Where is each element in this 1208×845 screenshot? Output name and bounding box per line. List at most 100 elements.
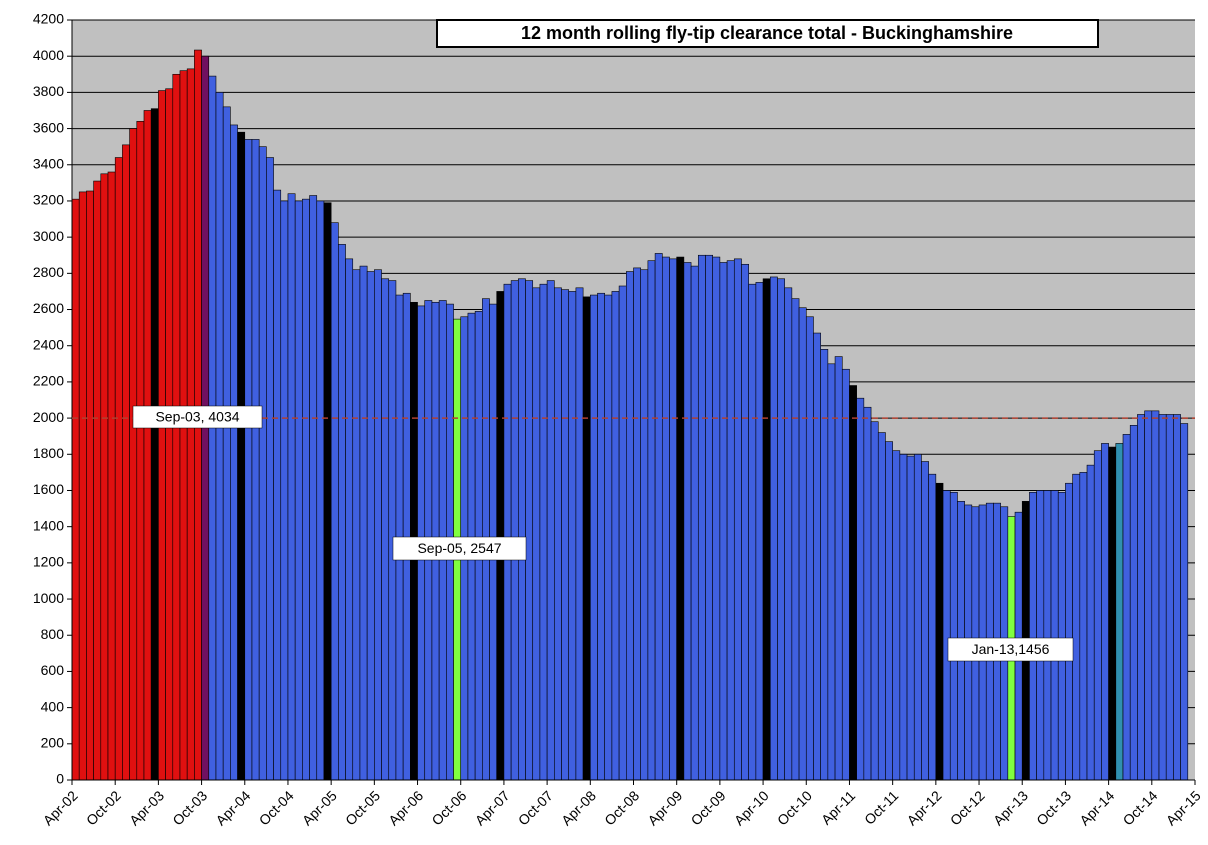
x-tick-label: Apr-15 bbox=[1163, 787, 1204, 828]
bar bbox=[575, 287, 584, 781]
x-tick-label: Oct-03 bbox=[169, 787, 210, 828]
annotation-box bbox=[132, 405, 263, 429]
bar bbox=[273, 189, 282, 781]
bar bbox=[726, 260, 735, 781]
y-tick-label: 800 bbox=[41, 626, 65, 642]
annotation-box bbox=[947, 637, 1074, 662]
bar bbox=[302, 198, 310, 781]
bar bbox=[122, 144, 130, 781]
x-tick-label: Apr-04 bbox=[212, 787, 253, 828]
x-tick-label: Apr-09 bbox=[644, 787, 685, 828]
bar bbox=[539, 283, 548, 781]
bar bbox=[798, 307, 807, 781]
x-tick-label: Oct-09 bbox=[688, 787, 729, 828]
bar bbox=[114, 157, 123, 781]
bar bbox=[906, 455, 915, 781]
x-tick-label: Oct-05 bbox=[342, 787, 383, 828]
bar bbox=[100, 173, 109, 781]
y-tick-label: 600 bbox=[41, 662, 65, 678]
bar bbox=[402, 292, 411, 781]
bar bbox=[1144, 410, 1153, 781]
bar bbox=[294, 200, 303, 781]
bar bbox=[158, 90, 166, 781]
bar bbox=[769, 276, 778, 781]
bar bbox=[359, 265, 368, 781]
bar bbox=[366, 271, 375, 781]
x-tick-label: Oct-11 bbox=[861, 787, 901, 827]
bar bbox=[309, 195, 318, 781]
annotation-box bbox=[392, 536, 527, 561]
bar bbox=[921, 461, 929, 781]
bar bbox=[381, 278, 390, 781]
annotation: Sep-05, 2547 bbox=[417, 540, 501, 556]
y-tick-label: 1000 bbox=[33, 590, 64, 606]
y-tick-label: 2200 bbox=[33, 373, 64, 389]
bar bbox=[676, 256, 685, 781]
y-tick-label: 2400 bbox=[33, 336, 64, 352]
bar bbox=[1108, 446, 1117, 781]
bar bbox=[510, 280, 519, 781]
bar bbox=[1065, 482, 1073, 781]
x-tick-label: Apr-11 bbox=[818, 787, 858, 827]
x-tick-label: Apr-07 bbox=[472, 787, 513, 828]
bar bbox=[518, 278, 526, 781]
bar bbox=[338, 244, 346, 781]
x-tick-label: Apr-10 bbox=[731, 787, 772, 828]
bar bbox=[129, 128, 138, 781]
bar bbox=[1050, 490, 1059, 781]
x-tick-label: Apr-02 bbox=[40, 787, 81, 828]
bar bbox=[654, 253, 663, 781]
bar bbox=[913, 453, 922, 781]
y-tick-label: 400 bbox=[41, 698, 65, 714]
bar bbox=[165, 88, 174, 781]
bar bbox=[86, 190, 94, 781]
y-tick-label: 3600 bbox=[33, 119, 64, 135]
bar bbox=[287, 193, 296, 781]
bar bbox=[1122, 434, 1131, 781]
x-tick-label: Apr-13 bbox=[990, 787, 1031, 828]
bar bbox=[935, 482, 944, 781]
bar bbox=[1137, 414, 1145, 781]
bar bbox=[669, 258, 677, 781]
bar bbox=[150, 108, 159, 781]
bar bbox=[683, 262, 692, 781]
annotation: Sep-03, 4034 bbox=[155, 409, 239, 425]
x-tick-label: Apr-03 bbox=[126, 787, 167, 828]
bar bbox=[1072, 473, 1081, 781]
x-tick-label: Apr-12 bbox=[904, 787, 945, 828]
x-tick-label: Apr-08 bbox=[558, 787, 599, 828]
bar bbox=[1158, 414, 1167, 781]
bar bbox=[618, 285, 627, 781]
bar bbox=[388, 280, 397, 781]
bar bbox=[856, 397, 865, 781]
bar bbox=[705, 254, 713, 781]
bar bbox=[1093, 450, 1102, 781]
annotation: Jan-13,1456 bbox=[972, 641, 1050, 657]
bar bbox=[71, 198, 80, 781]
bar bbox=[266, 157, 274, 781]
bar bbox=[697, 254, 706, 781]
bar bbox=[323, 202, 332, 781]
x-tick-label: Oct-04 bbox=[256, 787, 297, 828]
bar bbox=[784, 287, 793, 781]
bar bbox=[626, 271, 634, 781]
bar bbox=[885, 441, 893, 781]
bar bbox=[503, 283, 512, 781]
bar bbox=[755, 282, 764, 781]
chart-title: 12 month rolling fly-tip clearance total… bbox=[521, 23, 1013, 43]
bar bbox=[1043, 490, 1052, 781]
x-tick-label: Apr-14 bbox=[1076, 787, 1117, 828]
y-tick-label: 1400 bbox=[33, 517, 64, 533]
bar bbox=[1173, 414, 1181, 781]
y-tick-label: 2600 bbox=[33, 300, 64, 316]
y-tick-label: 2800 bbox=[33, 264, 64, 280]
x-tick-label: Apr-05 bbox=[299, 787, 340, 828]
bar bbox=[230, 124, 238, 781]
bar bbox=[841, 368, 850, 781]
bar bbox=[554, 287, 562, 781]
bar bbox=[345, 258, 354, 781]
bar bbox=[820, 349, 829, 781]
bar bbox=[222, 106, 231, 781]
bar bbox=[590, 294, 598, 781]
bar bbox=[719, 262, 728, 781]
